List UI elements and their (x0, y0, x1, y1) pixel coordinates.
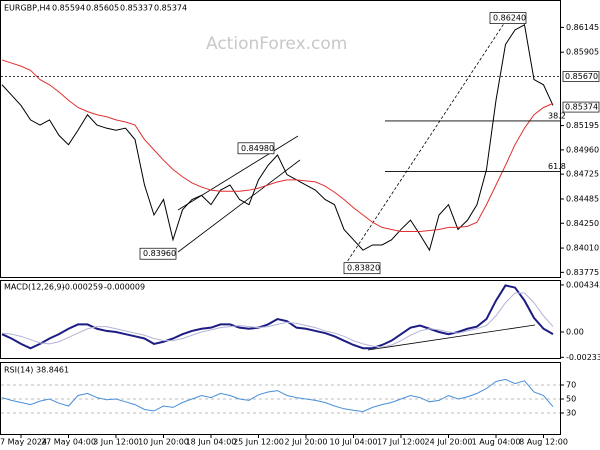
price-label: 0.83820 (347, 264, 380, 273)
ohlc-value: 0.85374 (154, 4, 187, 13)
rsi-reading: 38.8461 (36, 366, 69, 375)
x-tick-label: 10 Jun 20:00 (138, 438, 189, 447)
macd-trend-line (367, 324, 536, 351)
x-tick-label: 1 Aug 04:00 (472, 438, 521, 447)
x-tick-label: 18 Jun 04:00 (186, 438, 237, 447)
price-box (343, 262, 381, 275)
x-tick-label: 8 Aug 12:00 (519, 438, 568, 447)
price-panel (0, 0, 561, 278)
y-tick-label: 0.84960 (566, 145, 599, 154)
level-label: 0.85670 (565, 72, 598, 81)
macd-panel (0, 280, 561, 359)
price-box (139, 247, 177, 260)
fib-label: 61.8 (548, 162, 566, 171)
ohlc-value: 0.85337 (120, 4, 153, 13)
series-line (1, 59, 554, 233)
x-tick-label: 2 Jul 20:00 (285, 438, 328, 447)
level-label: 0.85374 (565, 103, 598, 112)
y-tick-label: 0.85905 (566, 48, 599, 57)
level-box (562, 101, 600, 113)
y-tick-label: 0.85195 (566, 121, 599, 130)
channel-line (177, 159, 301, 253)
price-box (489, 12, 527, 24)
ohlc-value: 0.85594 (52, 4, 85, 13)
watermark: ActionForex.com (206, 34, 347, 54)
price-label: 0.84980 (241, 144, 274, 153)
macd-reading: -0.000259 (62, 283, 103, 292)
macd-reading: -0.000009 (104, 283, 145, 292)
y-tick-label: 0.83775 (566, 268, 599, 277)
x-tick-label: 10 Jul 04:00 (330, 438, 378, 447)
y-tick-label: 0.004342 (566, 280, 600, 289)
y-tick-label: -0.002336 (566, 353, 600, 362)
x-tick-label: 17 Jul 12:00 (377, 438, 425, 447)
y-tick-label: 50 (566, 395, 576, 404)
x-tick-label: 17 May 2024 (0, 438, 47, 447)
price-label: 0.83960 (143, 249, 176, 258)
y-tick-label: 0.84250 (566, 219, 599, 228)
macd-title: MACD(12,26,9) (4, 283, 65, 292)
y-tick-label: 0.84725 (566, 170, 599, 179)
trend-line (344, 21, 506, 266)
price-box (237, 142, 275, 155)
y-tick-label: 70 (566, 381, 576, 390)
x-tick-label: 3 Jun 12:00 (93, 438, 139, 447)
x-tick-label: 24 Jul 20:00 (425, 438, 473, 447)
channel-line (177, 135, 299, 211)
series-line (1, 292, 554, 348)
fib-label: 38.2 (548, 111, 566, 120)
x-tick-label: 25 Jun 12:00 (233, 438, 284, 447)
y-tick-label: 0.84485 (566, 194, 599, 203)
level-box (562, 71, 600, 82)
series-line (1, 378, 554, 413)
y-tick-label: 0.86145 (566, 23, 599, 32)
series-line (1, 24, 554, 252)
price-label: 0.86240 (493, 14, 526, 23)
ohlc-value: 0.85605 (86, 4, 119, 13)
y-tick-label: 30 (566, 409, 576, 418)
y-tick-label: 0.84010 (566, 244, 599, 253)
symbol: EURGBP,H4 (4, 4, 51, 13)
y-tick-label: 0.00 (566, 328, 584, 337)
rsi-title: RSI(14) (4, 366, 33, 375)
x-tick-label: 27 May 04:00 (41, 438, 96, 447)
